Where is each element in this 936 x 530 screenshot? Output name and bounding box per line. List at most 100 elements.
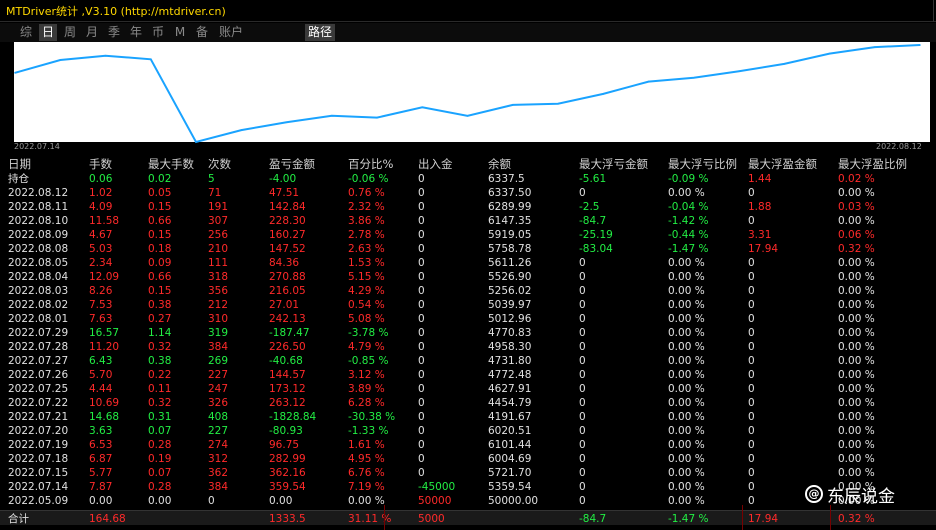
table-row[interactable]: 2022.07.28 11.20 0.32 384 226.50 4.79 % 0 4958.… — [0, 340, 936, 354]
column-header[interactable]: 最大手数 — [148, 157, 194, 171]
table-cell: 0 — [579, 495, 586, 507]
table-cell: 2.63 % — [348, 243, 385, 255]
tab-0[interactable]: 综 — [19, 25, 32, 39]
column-header[interactable]: 最大浮亏金额 — [579, 157, 648, 171]
title-bar: MTDriver统计 ,V3.10 (http://mtdriver.cn) — [0, 0, 936, 22]
table-cell: 0 — [748, 369, 755, 381]
column-header[interactable]: 百分比% — [348, 157, 394, 171]
table-cell: 0 — [748, 285, 755, 297]
table-row[interactable]: 2022.08.08 5.03 0.18 210 147.52 2.63 % 0 5758.7… — [0, 242, 936, 256]
column-header[interactable]: 余额 — [488, 157, 511, 171]
table-cell: 0 — [748, 271, 755, 283]
table-cell: 47.51 — [269, 187, 300, 199]
table-row[interactable]: 2022.07.21 14.68 0.31 408 -1828.84 -30.38 % 0 4… — [0, 410, 936, 424]
column-header[interactable]: 日期 — [8, 157, 31, 171]
table-cell: 0 — [748, 257, 755, 269]
table-cell: 5 — [208, 173, 215, 185]
table-cell: 4770.83 — [488, 327, 532, 339]
column-header[interactable]: 盈亏金额 — [269, 157, 315, 171]
table-row[interactable]: 2022.05.09 0.00 0.00 0 0.00 0.00 % 50000 50000.… — [0, 494, 936, 508]
table-cell: 384 — [208, 481, 229, 493]
table-cell: 0.00 % — [838, 215, 875, 227]
table-row[interactable]: 2022.07.15 5.77 0.07 362 362.16 6.76 % 0 5721.7… — [0, 466, 936, 480]
table-cell: 0 — [748, 341, 755, 353]
table-cell: 0 — [579, 383, 586, 395]
balance-point — [59, 59, 62, 61]
column-header[interactable]: 手数 — [89, 157, 112, 171]
tab-4[interactable]: 季 — [107, 25, 120, 39]
table-row[interactable]: 2022.08.03 8.26 0.15 356 216.05 4.29 % 0 5256.0… — [0, 284, 936, 298]
tab-8[interactable]: 备 — [195, 25, 208, 39]
table-cell: -0.09 % — [668, 173, 709, 185]
table-cell: 6004.69 — [488, 453, 532, 465]
table-row[interactable]: 2022.07.22 10.69 0.32 326 263.12 6.28 % 0 4454.… — [0, 396, 936, 410]
table-cell: 282.99 — [269, 453, 306, 465]
column-header[interactable]: 次数 — [208, 157, 231, 171]
table-row[interactable]: 2022.07.26 5.70 0.22 227 144.57 3.12 % 0 4772.4… — [0, 368, 936, 382]
column-marker-line — [830, 505, 831, 530]
table-cell: 0 — [748, 495, 755, 507]
total-cell: 0.32 % — [838, 513, 875, 525]
tab-2[interactable]: 周 — [63, 25, 76, 39]
table-cell: 2022.05.09 — [8, 495, 69, 507]
tab-5[interactable]: 年 — [129, 25, 142, 39]
table-row[interactable]: 2022.08.01 7.63 0.27 310 242.13 5.08 % 0 5012.9… — [0, 312, 936, 326]
table-cell: 0.00 % — [838, 327, 875, 339]
balance-point — [285, 121, 288, 124]
column-header[interactable]: 最大浮盈比例 — [838, 157, 907, 171]
table-row[interactable]: 2022.07.20 3.63 0.07 227 -80.93 -1.33 % 0 6020.… — [0, 424, 936, 438]
table-cell: 5.15 % — [348, 271, 385, 283]
table-row[interactable]: 2022.08.04 12.09 0.66 318 270.88 5.15 % 0 5526.… — [0, 270, 936, 284]
table-cell: 0.09 — [148, 257, 172, 269]
table-row[interactable]: 2022.07.27 6.43 0.38 269 -40.68 -0.85 % 0 4731.… — [0, 354, 936, 368]
table-cell: 0.00 % — [668, 341, 705, 353]
table-cell: 0.00 — [269, 495, 293, 507]
tab-7[interactable]: M — [174, 25, 186, 39]
table-cell: 2022.08.02 — [8, 299, 69, 311]
table-row[interactable]: 2022.08.09 4.67 0.15 256 160.27 2.78 % 0 5919.0… — [0, 228, 936, 242]
table-cell: 0.66 — [148, 271, 172, 283]
table-row[interactable]: 2022.08.02 7.53 0.38 212 27.01 0.54 % 0 5039.97… — [0, 298, 936, 312]
table-cell: 0 — [418, 383, 425, 395]
table-cell: 0.00 % — [668, 411, 705, 423]
tab-9[interactable]: 账户 — [218, 25, 243, 39]
tab-6[interactable]: 币 — [151, 25, 164, 39]
column-header[interactable]: 最大浮亏比例 — [668, 157, 737, 171]
table-row[interactable]: 2022.07.25 4.44 0.11 247 173.12 3.89 % 0 4627.9… — [0, 382, 936, 396]
table-cell: 0.22 — [148, 369, 172, 381]
period-toolbar: 综日周月季年币 M 备账户 路径 — [0, 23, 936, 42]
table-cell: 408 — [208, 411, 229, 423]
tab-3[interactable]: 月 — [85, 25, 98, 39]
tab-1[interactable]: 日 — [39, 24, 57, 41]
table-cell: 11.58 — [89, 215, 120, 227]
table-cell: 7.63 — [89, 313, 113, 325]
table-row[interactable]: 2022.08.10 11.58 0.66 307 228.30 3.86 % 0 6147.… — [0, 214, 936, 228]
table-row[interactable]: 2022.07.19 6.53 0.28 274 96.75 1.61 % 0 6101.44… — [0, 438, 936, 452]
table-row[interactable]: 2022.07.29 16.57 1.14 319 -187.47 -3.78 % 0 477… — [0, 326, 936, 340]
table-cell: 0.07 — [148, 425, 172, 437]
table-cell: 362.16 — [269, 467, 306, 479]
table-row[interactable]: 2022.07.18 6.87 0.19 312 282.99 4.95 % 0 6004.6… — [0, 452, 936, 466]
table-cell: 0.27 — [148, 313, 172, 325]
table-row[interactable]: 持仓 0.06 0.02 5 -4.00 -0.06 % 0 6337.5 -5.61 -0.09… — [0, 172, 936, 186]
table-cell: 0.00 % — [838, 271, 875, 283]
table-row[interactable]: 2022.08.12 1.02 0.05 71 47.51 0.76 % 0 6337.50 0… — [0, 186, 936, 200]
table-cell: 0 — [418, 243, 425, 255]
column-header[interactable]: 出入金 — [418, 157, 453, 171]
table-row[interactable]: 2022.08.11 4.09 0.15 191 142.84 2.32 % 0 6289.9… — [0, 200, 936, 214]
balance-point — [919, 44, 921, 46]
table-cell: -0.06 % — [348, 173, 389, 185]
table-cell: 4627.91 — [488, 383, 532, 395]
table-row[interactable]: 2022.07.14 7.87 0.28 384 359.54 7.19 % -45000 5… — [0, 480, 936, 494]
table-cell: 2022.08.09 — [8, 229, 69, 241]
table-cell: 0 — [418, 187, 425, 199]
balance-point — [512, 104, 514, 106]
table-cell: 0 — [579, 187, 586, 199]
table-cell: 212 — [208, 299, 229, 311]
table-cell: 0 — [579, 313, 586, 325]
table-cell: 2022.08.03 — [8, 285, 69, 297]
column-header[interactable]: 最大浮盈金额 — [748, 157, 817, 171]
route-button[interactable]: 路径 — [305, 24, 336, 41]
table-row[interactable]: 2022.08.05 2.34 0.09 111 84.36 1.53 % 0 5611.26… — [0, 256, 936, 270]
table-cell: 3.12 % — [348, 369, 385, 381]
